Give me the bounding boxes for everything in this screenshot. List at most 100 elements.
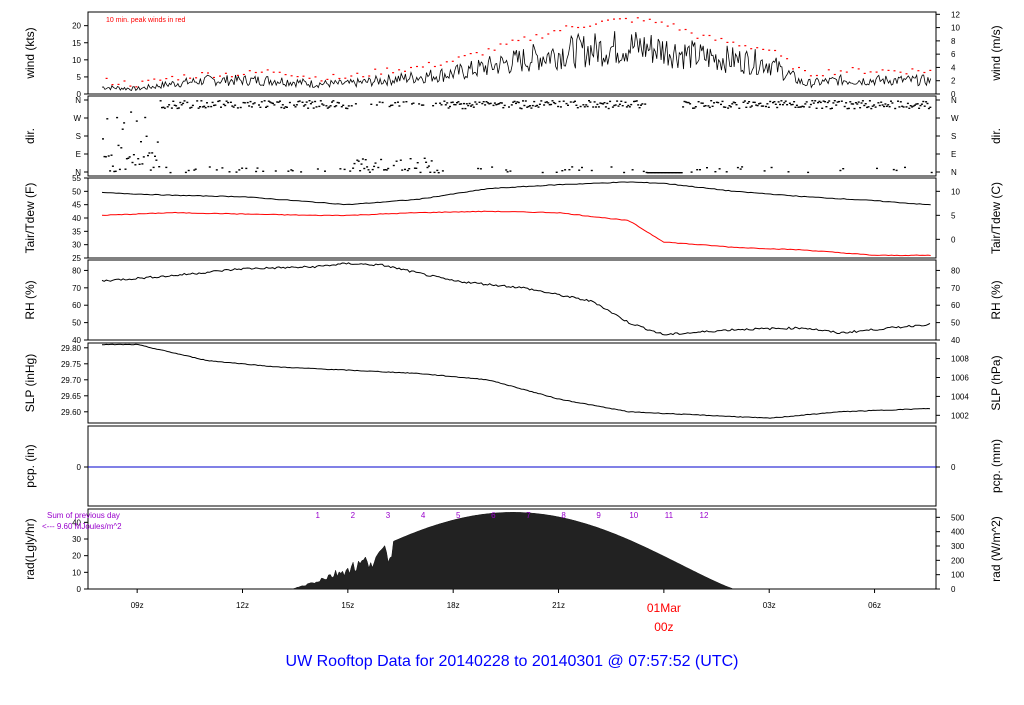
wind-dir-point: [206, 102, 208, 104]
wind-dir-point: [547, 102, 550, 104]
wind-dir-point: [211, 101, 214, 104]
peak-wind-point: [475, 52, 478, 54]
wind-dir-point: [280, 106, 283, 109]
wind-dir-point: [911, 106, 914, 108]
wind-dir-point: [791, 103, 794, 106]
wind-dir-point: [332, 100, 335, 102]
wind-dir-point: [558, 100, 561, 103]
peak-wind-point: [887, 69, 890, 71]
wind-dir-point: [676, 172, 679, 174]
wind-dir-point: [895, 169, 898, 172]
wind-dir-point: [154, 155, 156, 157]
wind-dir-point: [894, 107, 897, 110]
wind-dir-point: [745, 106, 748, 108]
wind-dir-point: [229, 101, 232, 103]
wind-dir-point: [677, 172, 680, 174]
wind-dir-point: [418, 103, 421, 105]
wind-dir-point: [750, 105, 753, 107]
wind-dir-point: [339, 168, 342, 170]
wind-dir-point: [265, 106, 267, 108]
wind-dir-point: [426, 166, 429, 169]
wind-dir-point: [666, 172, 669, 174]
wind-dir-point: [152, 166, 155, 169]
wind-dir-point: [821, 107, 824, 109]
wind-dir-point: [925, 101, 928, 103]
wind-dir-point: [506, 171, 509, 173]
wind-dir-point: [510, 104, 513, 106]
wind-dir-point: [864, 103, 867, 105]
wind-dir-point: [551, 100, 554, 102]
wind-dir-point: [755, 104, 758, 106]
peak-wind-point: [404, 70, 406, 72]
wind-dir-point: [177, 107, 180, 109]
wind-dir-point: [383, 169, 385, 171]
wind-dir-point: [316, 168, 319, 170]
wind-dir-point: [314, 100, 317, 103]
wind-dir-point: [176, 107, 179, 110]
peak-wind-point: [750, 48, 753, 50]
peak-wind-point: [141, 80, 144, 82]
wind-dir-point: [760, 105, 763, 107]
wind-dir-point: [669, 172, 672, 174]
wind-dir-point: [815, 107, 818, 109]
wind-dir-point: [694, 106, 697, 108]
ytick-right-label: 1006: [951, 374, 969, 383]
wind-dir-point: [423, 157, 426, 159]
hour-mark: 5: [456, 511, 461, 520]
peak-wind-point: [159, 79, 162, 81]
wind-dir-point: [411, 103, 413, 105]
peak-wind-point: [380, 73, 383, 75]
wind-dir-point: [220, 106, 222, 108]
wind-dir-point: [883, 105, 885, 108]
peak-wind-point: [553, 30, 556, 32]
peak-wind-point: [410, 66, 412, 69]
wind-dir-point: [588, 100, 590, 102]
wind-dir-point: [616, 100, 619, 102]
panel-frame: [87, 11, 937, 95]
ytick-right-label: 12: [951, 10, 960, 19]
wind-dir-point: [401, 169, 404, 171]
wind-dir-point: [408, 168, 411, 170]
wind-dir-point: [519, 107, 522, 109]
wind-dir-point: [540, 100, 543, 102]
wind-dir-point: [640, 104, 642, 106]
wind-dir-point: [891, 102, 894, 104]
peak-wind-point: [833, 73, 836, 76]
wind-dir-point: [375, 104, 378, 106]
wind-dir-point: [593, 101, 596, 103]
wind-dir-point: [877, 102, 880, 104]
wind-dir-point: [180, 104, 183, 106]
wind-dir-point: [735, 104, 738, 106]
peak-wind-point: [171, 75, 174, 78]
peak-wind-point: [463, 55, 466, 57]
wind-dir-point: [485, 101, 488, 103]
peak-wind-point: [601, 20, 603, 22]
wind-dir-point: [359, 170, 362, 172]
wind-dir-point: [633, 100, 635, 103]
panel-ylabel-right: rad (W/m^2): [989, 516, 1003, 582]
ytick-right-label: 300: [951, 542, 965, 551]
ytick-right-label: 500: [951, 513, 965, 522]
wind-dir-point: [680, 172, 683, 174]
peak-wind-point: [702, 34, 705, 36]
peak-wind-point: [863, 72, 866, 74]
wind-dir-point: [335, 105, 338, 107]
day-hour-label: 00z: [654, 620, 673, 634]
peak-wind-point: [183, 74, 186, 76]
wind-dir-point: [283, 107, 286, 109]
wind-dir-point: [804, 103, 807, 105]
wind-dir-point: [402, 101, 405, 103]
wind-dir-point: [324, 170, 326, 172]
wind-dir-point: [906, 102, 909, 105]
wind-dir-point: [721, 100, 724, 103]
wind-dir-point: [818, 100, 821, 103]
xtick-label: 21z: [552, 601, 565, 610]
wind-dir-point: [860, 102, 863, 104]
wind-dir-point: [623, 171, 626, 174]
wind-dir-point: [711, 105, 714, 107]
wind-dir-point: [690, 171, 693, 173]
peak-wind-point: [177, 79, 180, 81]
wind-dir-point: [366, 166, 369, 168]
wind-dir-point: [391, 104, 394, 106]
wind-dir-point: [505, 169, 508, 171]
